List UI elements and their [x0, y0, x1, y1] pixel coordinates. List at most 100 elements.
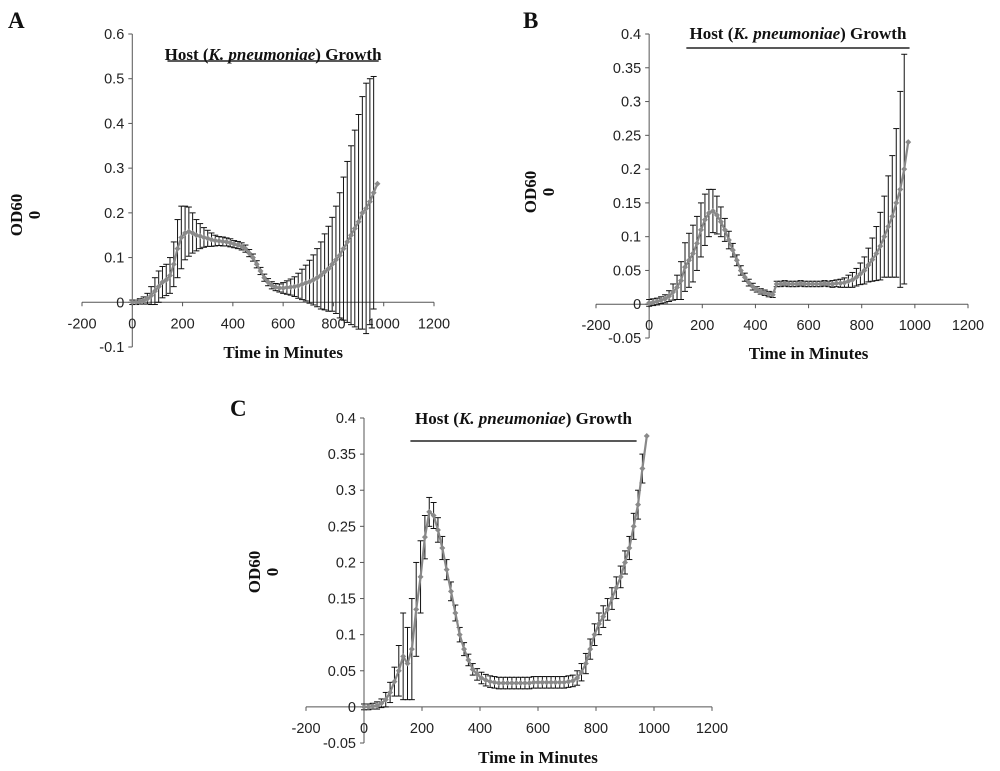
data-point — [508, 680, 515, 687]
data-point — [530, 679, 537, 686]
data-point — [478, 675, 485, 681]
host-growth-suffix: ) Growth — [566, 409, 633, 428]
x-tick-label: 0 — [128, 316, 136, 332]
data-point — [395, 667, 402, 674]
x-tick-label: -200 — [581, 318, 610, 334]
data-point — [366, 198, 373, 205]
data-point — [725, 237, 732, 244]
data-point — [495, 680, 502, 687]
data-point — [408, 646, 415, 653]
data-point — [552, 679, 559, 686]
x-tick-label: 1200 — [418, 316, 450, 332]
data-point — [682, 264, 689, 271]
series-line — [132, 183, 379, 304]
data-point — [249, 254, 256, 261]
data-point — [905, 139, 912, 146]
host-growth-species: K. pneumoniae — [458, 409, 566, 428]
data-point — [773, 280, 780, 287]
data-point — [881, 233, 888, 240]
data-point — [897, 186, 904, 193]
y-tick-label: 0 — [633, 297, 641, 313]
data-point — [276, 284, 283, 291]
data-point — [853, 274, 860, 281]
data-point — [332, 256, 339, 263]
data-point — [491, 679, 498, 686]
data-point — [355, 218, 362, 225]
x-tick-label: 1000 — [638, 721, 670, 737]
host-growth-prefix: Host ( — [689, 24, 733, 43]
y-axis-title-line2: 0 — [539, 188, 558, 197]
y-axis-title: OD60 0 — [521, 171, 558, 214]
panel-letter: A — [8, 8, 25, 33]
data-point — [674, 284, 681, 291]
x-tick-label: 800 — [321, 316, 345, 332]
data-point — [733, 257, 740, 264]
x-tick-label: 1200 — [696, 721, 728, 737]
data-point — [212, 237, 219, 244]
data-point — [857, 270, 864, 277]
data-point — [574, 675, 581, 681]
data-point — [504, 680, 511, 687]
data-point — [697, 226, 704, 233]
data-point — [283, 284, 290, 291]
data-point — [359, 209, 366, 216]
data-point — [378, 700, 385, 707]
y-tick-label: 0.15 — [328, 592, 356, 608]
data-point — [829, 280, 836, 287]
data-point — [426, 508, 433, 515]
y-tick-label: 0.1 — [336, 628, 356, 644]
data-point — [885, 223, 892, 230]
y-tick-label: 0.15 — [613, 196, 641, 212]
data-point — [167, 272, 173, 279]
series-0 — [646, 53, 912, 307]
data-point — [391, 678, 398, 685]
data-point — [310, 276, 317, 283]
data-point — [877, 243, 884, 250]
data-point — [737, 267, 744, 274]
data-point — [869, 256, 876, 263]
y-tick-label: 0 — [348, 700, 356, 716]
y-tick-label: 0.4 — [621, 27, 641, 43]
data-point — [238, 243, 245, 250]
y-axis-title-line2: 0 — [25, 211, 44, 220]
x-tick-label: -200 — [291, 721, 320, 737]
data-point — [705, 210, 712, 217]
y-tick-label: -0.1 — [99, 340, 124, 356]
data-point — [465, 656, 472, 663]
data-point — [351, 225, 358, 232]
data-point — [578, 669, 585, 676]
y-tick-label: 0.05 — [328, 664, 356, 680]
data-point — [646, 299, 653, 306]
data-point — [265, 279, 272, 286]
y-tick-label: 0.3 — [336, 483, 356, 499]
y-tick-label: 0 — [116, 295, 124, 311]
data-point — [155, 283, 162, 290]
data-point — [717, 218, 724, 225]
data-point — [662, 295, 669, 302]
panel-letter: C — [230, 396, 247, 421]
data-point — [825, 280, 832, 287]
data-point — [329, 261, 336, 268]
data-point — [340, 245, 347, 252]
data-point — [474, 671, 481, 678]
y-tick-label: 0.05 — [613, 263, 641, 279]
data-point — [400, 653, 407, 660]
data-point — [797, 280, 804, 287]
x-tick-label: 400 — [743, 318, 767, 334]
data-point — [452, 610, 459, 616]
data-point — [837, 280, 844, 287]
data-point — [721, 226, 728, 233]
data-point — [370, 189, 377, 196]
data-point — [582, 660, 589, 667]
data-point — [635, 501, 642, 508]
data-point — [404, 660, 411, 667]
data-point — [216, 238, 223, 245]
data-point — [365, 703, 372, 710]
x-tick-label: 600 — [796, 318, 820, 334]
data-point — [261, 274, 268, 281]
data-point — [434, 526, 441, 533]
data-point — [387, 689, 394, 696]
data-point — [701, 216, 708, 223]
x-tick-label: 1000 — [368, 316, 400, 332]
